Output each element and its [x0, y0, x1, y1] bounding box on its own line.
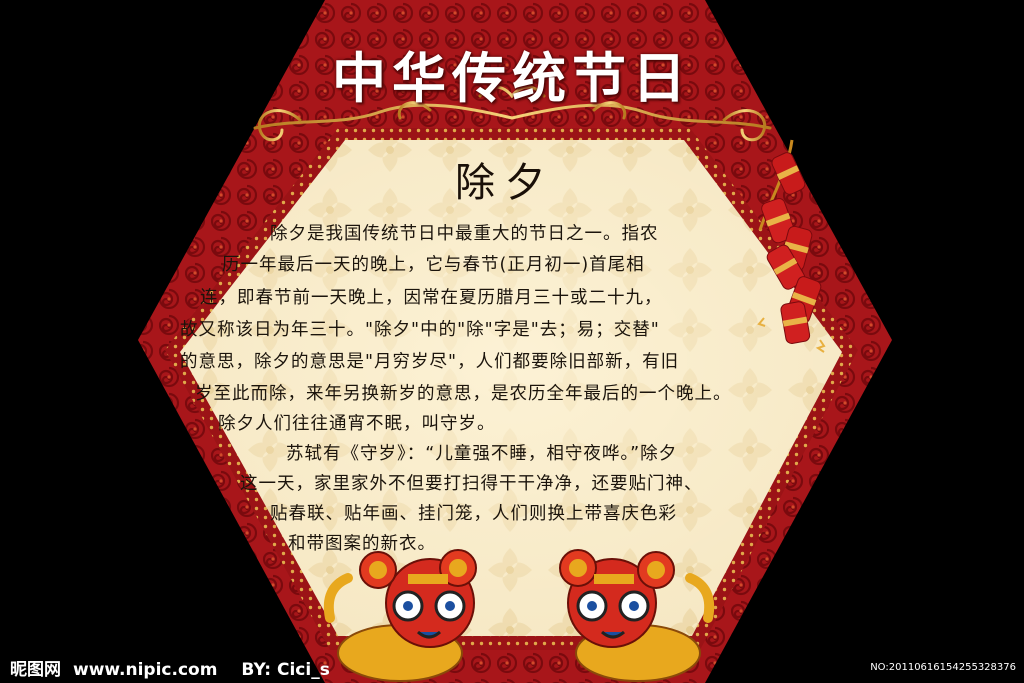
watermark-url: www.nipic.com	[73, 660, 218, 680]
body-line-3: 连，即春节前一天晚上，因常在夏历腊月三十或二十九，	[200, 288, 663, 308]
tiger-mascot-icon	[323, 549, 477, 682]
gold-scroll-ornament	[253, 85, 772, 142]
body-line-8: 苏轼有《守岁》：“儿童强不睡，相守夜哗。”除夕	[286, 444, 678, 464]
body-line-7: 除夕人们往往通宵不眠，叫守岁。	[218, 414, 496, 434]
body-line-10: 贴春联、贴年画、挂门笼，人们则换上带喜庆色彩	[270, 504, 677, 524]
firecracker-icon	[757, 139, 826, 353]
festival-name: 除夕	[455, 160, 555, 206]
tiger-mascot-icon	[559, 549, 715, 682]
body-line-1: 除夕是我国传统节日中最重大的节日之一。指农	[270, 224, 659, 244]
body-line-2: 历一年最后一天的晚上，它与春节(正月初一)首尾相	[222, 255, 645, 275]
watermark-site-name: 昵图网	[10, 660, 61, 680]
body-line-5: 的意思，除夕的意思是"月穷岁尽"，人们都要除旧部新，有旧	[180, 352, 680, 372]
watermark-site: 昵图网 www.nipic.com BY: Cici_s	[10, 655, 330, 680]
body-line-4: 故又称该日为年三十。"除夕"中的"除"字是"去；易；交替"	[180, 320, 660, 340]
watermark-author: BY: Cici_s	[241, 660, 330, 680]
watermark-image-number: NO:20110616154255328376	[870, 662, 1016, 673]
poster-title: 中华传统节日	[332, 46, 692, 110]
body-line-6: 岁至此而除，来年另换新岁的意思，是农历全年最后的一个晚上。	[195, 384, 732, 404]
body-line-9: 这一天，家里家外不但要打扫得干干净净，还要贴门神、	[240, 474, 703, 494]
body-line-11: 和带图案的新衣。	[288, 534, 436, 554]
